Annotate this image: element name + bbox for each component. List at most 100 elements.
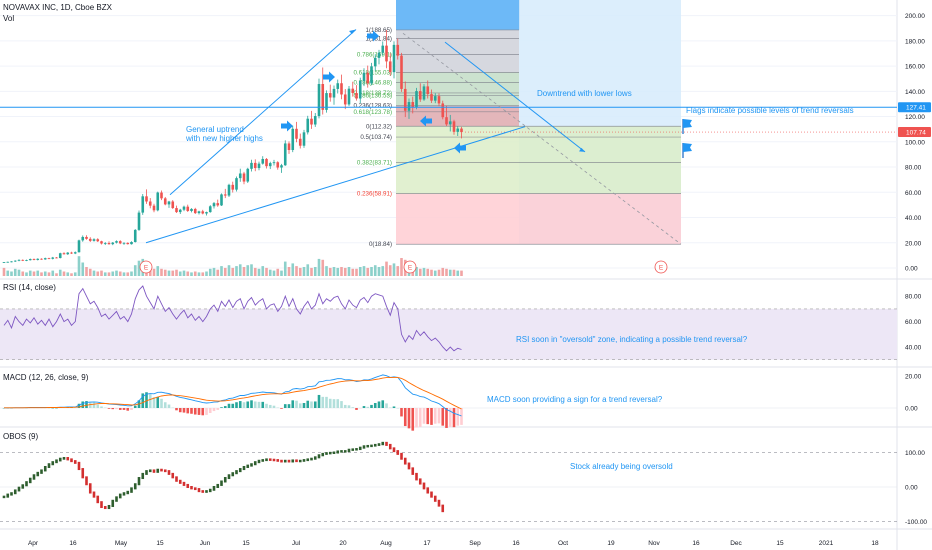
- macd-histogram-bar: [422, 408, 426, 424]
- hline-price-label: 127.41: [906, 105, 926, 112]
- macd-histogram-bar: [411, 408, 415, 431]
- macd-histogram-bar: [351, 407, 355, 408]
- volume-bar: [287, 267, 291, 276]
- time-axis-tick: 2021: [819, 540, 834, 547]
- candle-body: [107, 243, 111, 245]
- fib-level-label: 1(188.65): [366, 27, 393, 34]
- macd-histogram-bar: [441, 408, 445, 426]
- rsi-panel: [0, 285, 897, 361]
- arrow-marker-icon: [454, 142, 466, 154]
- obos-bar: [310, 457, 313, 461]
- macd-histogram-bar: [456, 408, 460, 426]
- fib-red-zone: [396, 193, 681, 245]
- macd-histogram-bar: [298, 403, 302, 408]
- candle-body: [396, 44, 400, 56]
- macd-histogram-bar: [197, 408, 201, 415]
- volume-bar: [178, 271, 182, 276]
- candle-body: [73, 252, 77, 254]
- obos-bar: [171, 472, 175, 479]
- rsi-axis-tick: 40.00: [905, 345, 922, 352]
- macd-histogram-bar: [223, 406, 227, 408]
- volume-bar: [70, 273, 73, 276]
- obos-bar: [40, 469, 43, 474]
- annotation-uptrend-line1: General uptrend: [186, 125, 244, 134]
- volume-bar: [133, 265, 137, 276]
- volume-bar: [186, 271, 190, 276]
- volume-bar: [40, 272, 43, 276]
- obos-bar: [70, 458, 73, 463]
- obos-bar: [201, 490, 205, 493]
- obos-bar: [411, 467, 415, 475]
- obos-bar: [208, 488, 212, 493]
- obos-bar: [216, 483, 220, 488]
- volume-bar: [32, 271, 36, 276]
- macd-histogram-bar: [145, 392, 148, 408]
- macd-histogram-bar: [227, 403, 231, 408]
- price-axis-tick: 120.00: [905, 114, 925, 121]
- obos-bar: [415, 472, 418, 481]
- price-axis-tick: 0.00: [905, 266, 918, 273]
- obos-bar: [81, 468, 85, 479]
- obos-bar: [193, 487, 197, 491]
- obos-bar: [437, 499, 441, 507]
- obos-bar: [103, 506, 107, 510]
- candle-body: [430, 94, 433, 101]
- obos-bar: [366, 444, 370, 448]
- obos-bar: [160, 468, 163, 472]
- candle-body: [231, 184, 235, 190]
- time-axis-tick: Oct: [558, 540, 568, 547]
- macd-histogram-bar: [141, 393, 145, 408]
- obos-bar: [358, 446, 362, 451]
- obos-bar: [253, 461, 257, 466]
- macd-histogram-bar: [85, 401, 88, 408]
- volume-bar: [280, 270, 283, 276]
- volume-bar: [182, 270, 186, 276]
- volume-bar: [193, 271, 197, 276]
- annotation-flags: Flags indicate possible levels of trend …: [686, 106, 854, 115]
- fibonacci-retracement: 1(188.65)1(181.84)0.786(169.1)0.618(155.…: [353, 0, 681, 248]
- macd-histogram-bar: [328, 398, 332, 408]
- time-axis-tick: 16: [692, 540, 700, 547]
- candle-body: [32, 259, 36, 260]
- obos-bar: [220, 480, 223, 486]
- macd-histogram-bar: [377, 401, 381, 408]
- candle-body: [40, 258, 43, 260]
- time-axis-tick: 18: [871, 540, 879, 547]
- macd-histogram-bar: [163, 402, 167, 408]
- price-axis-tick: 100.00: [905, 139, 925, 146]
- earnings-marker-label: E: [659, 265, 664, 272]
- annotation-macd: MACD soon providing a sign for a trend r…: [487, 395, 663, 404]
- macd-histogram-bar: [400, 408, 403, 417]
- volume-bar: [355, 268, 358, 276]
- obos-bar: [370, 444, 373, 448]
- fib-level-label: 1(181.84): [366, 36, 393, 43]
- volume-bar: [265, 267, 268, 276]
- obos-bar: [10, 492, 13, 496]
- macd-axis-tick: 20.00: [905, 374, 922, 381]
- macd-histogram-bar: [250, 400, 253, 408]
- obos-bar: [332, 451, 336, 454]
- candle-body: [250, 162, 253, 169]
- volume-bar: [298, 267, 302, 276]
- time-axis-tick: 15: [156, 540, 164, 547]
- volume-bar: [291, 263, 295, 276]
- obos-bar: [373, 443, 377, 447]
- obos-bar: [58, 457, 62, 462]
- volume-bar: [456, 270, 460, 276]
- candle-body: [426, 86, 430, 95]
- price-axis-tick: 80.00: [905, 165, 922, 172]
- obos-bar: [377, 443, 381, 446]
- macd-histogram-bar: [235, 402, 238, 408]
- volume-bar: [343, 267, 347, 276]
- fib-top-blue-zone-dark: [396, 0, 520, 30]
- candle-body: [280, 165, 283, 168]
- fib-level-label: 0.618(123.78): [353, 109, 392, 116]
- macd-histogram-bar: [130, 408, 133, 410]
- macd-histogram-bar: [272, 405, 276, 408]
- volume-bar: [96, 271, 100, 276]
- time-axis-tick: 16: [69, 540, 77, 547]
- candle-body: [373, 57, 377, 67]
- earnings-marker-label: E: [144, 265, 149, 272]
- macd-histogram-bar: [268, 404, 272, 408]
